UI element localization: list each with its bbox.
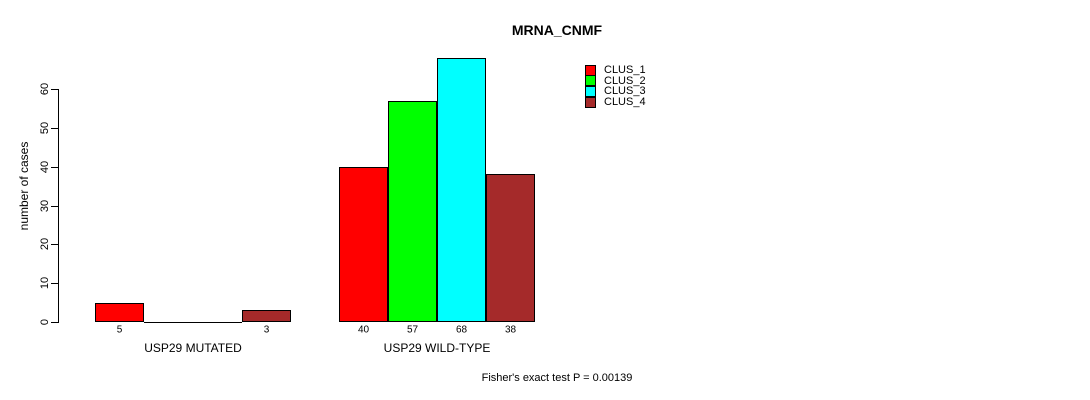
y-tick-label: 10	[39, 276, 51, 290]
legend-label: CLUS_1	[604, 64, 646, 76]
y-tick	[51, 167, 58, 168]
legend-swatch	[585, 85, 596, 97]
legend-label: CLUS_2	[604, 74, 646, 87]
legend-swatch	[585, 75, 596, 87]
chart-title: MRNA_CNMF	[511, 22, 603, 38]
group-label: USP29 MUTATED	[144, 341, 242, 355]
bar-clus_1	[339, 166, 388, 322]
y-tick	[51, 128, 58, 129]
y-tick	[51, 206, 58, 207]
y-tick	[51, 89, 58, 90]
footnote: Fisher's exact test P = 0.00139	[481, 372, 633, 384]
y-tick-label: 0	[39, 318, 51, 326]
y-tick-label: 50	[39, 121, 51, 135]
bar-clus_2	[388, 100, 437, 322]
bar-value-label: 3	[263, 324, 270, 336]
y-tick-label: 40	[39, 160, 51, 174]
bar-clus_3	[437, 57, 486, 322]
group-label: USP29 WILD-TYPE	[383, 341, 491, 355]
bar-clus_1	[95, 302, 144, 322]
y-tick-label: 30	[39, 199, 51, 213]
zero-height-bar	[144, 322, 193, 323]
y-tick-label: 60	[39, 82, 51, 96]
y-tick-label: 20	[39, 237, 51, 251]
y-tick	[51, 283, 58, 284]
bar-clus_4	[486, 174, 535, 322]
bar-value-label: 68	[455, 324, 468, 336]
legend-label: CLUS_4	[604, 96, 646, 108]
bar-value-label: 57	[406, 324, 419, 336]
bar-value-label: 5	[116, 324, 123, 336]
y-tick	[51, 322, 58, 323]
legend-swatch	[585, 64, 596, 76]
y-axis-line	[58, 89, 59, 323]
legend-label: CLUS_3	[604, 85, 646, 98]
y-tick	[51, 244, 58, 245]
bar-value-label: 38	[504, 324, 517, 336]
zero-height-bar	[193, 322, 242, 323]
legend-swatch	[585, 96, 596, 108]
bar-clus_4	[242, 310, 291, 322]
bar-value-label: 40	[357, 324, 370, 336]
y-axis-label: number of cases	[17, 141, 31, 231]
